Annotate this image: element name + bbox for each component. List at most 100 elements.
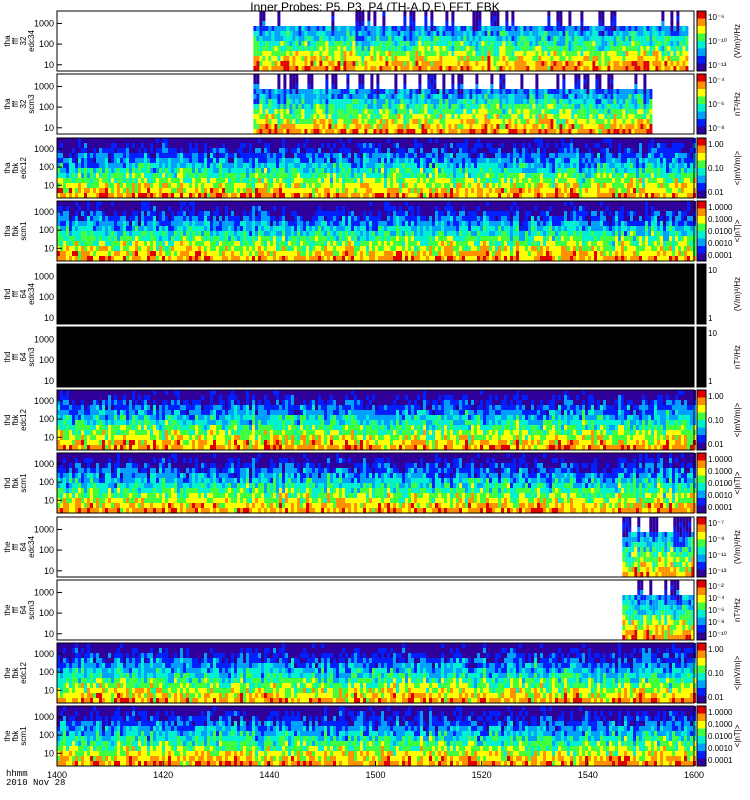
colorbar-tick-label: 1.00	[708, 392, 724, 401]
colorbar-tick-label: 0.1000	[708, 720, 733, 729]
colorbar-unit-label: nT²/Hz	[733, 92, 742, 116]
spectrogram-cells	[57, 643, 696, 703]
colorbar	[697, 201, 706, 262]
colorbar-tick-label: 1	[708, 377, 713, 386]
spectrogram-cells	[57, 706, 696, 766]
x-tick-label: 1500	[365, 770, 385, 780]
colorbar-tick-label: 10⁻⁶	[708, 13, 724, 22]
panel-label-line: scm3	[27, 347, 36, 367]
panel-label-line: edc12	[19, 157, 28, 179]
y-tick-label: 100	[39, 292, 54, 302]
y-tick-label: 10	[44, 243, 54, 253]
colorbar-tick-label: 0.0100	[708, 732, 733, 741]
y-tick-label: 10	[44, 376, 54, 386]
y-tick-label: 10	[44, 432, 54, 442]
colorbar	[697, 390, 706, 451]
y-tick-label: 100	[39, 39, 54, 49]
colorbar-tick-label: 0.0001	[708, 503, 733, 512]
y-tick-label: 10	[44, 685, 54, 695]
colorbar-tick-label: 0.0010	[708, 239, 733, 248]
colorbar-unit-label: <|nT|>	[733, 219, 742, 242]
x-tick-label: 1520	[472, 770, 492, 780]
panel-label-line: scm3	[27, 94, 36, 114]
colorbar	[697, 453, 706, 514]
colorbar-unit-label: <|mV/m|>	[733, 402, 742, 437]
colorbar-tick-label: 10⁻¹¹	[708, 551, 727, 560]
colorbar-tick-label: 10⁻⁶	[708, 606, 724, 615]
panel-label-line: edc12	[19, 409, 28, 431]
panel-label-line: edc34	[27, 30, 36, 52]
panel-label-line: edc34	[27, 536, 36, 558]
spectrogram-cells	[57, 453, 696, 513]
x-tick-label: 1540	[578, 770, 598, 780]
colorbar-tick-label: 1	[708, 314, 713, 323]
colorbar	[697, 74, 706, 135]
colorbar-tick-label: 0.01	[708, 188, 724, 197]
colorbar-tick-label: 10⁻⁸	[708, 124, 725, 133]
panel-background	[57, 580, 694, 640]
colorbar-tick-label: 10⁻¹³	[708, 567, 727, 576]
y-tick-label: 1000	[34, 271, 54, 281]
y-tick-label: 100	[39, 162, 54, 172]
colorbar	[697, 138, 706, 199]
x-tick-label: 1420	[153, 770, 173, 780]
colorbar-black	[697, 327, 706, 387]
spectrogram-cells	[57, 138, 696, 198]
colorbar-tick-label: 0.0010	[708, 491, 733, 500]
colorbar-tick-label: 1.0000	[708, 455, 733, 464]
colorbar-tick-label: 10⁻¹⁰	[708, 37, 727, 46]
y-tick-label: 1000	[34, 712, 54, 722]
panel-label-line: scm1	[19, 726, 28, 746]
colorbar	[697, 580, 706, 641]
spectrogram-black-fill	[57, 327, 694, 387]
colorbar-unit-label: <|nT|>	[733, 471, 742, 494]
footer-date-label: 2010 Nov 28	[6, 779, 65, 788]
colorbar-unit-label: (V/m)²/Hz	[733, 277, 742, 311]
colorbar-tick-label: 10⁻⁹	[708, 535, 725, 544]
y-tick-label: 1000	[34, 587, 54, 597]
y-tick-label: 10	[44, 313, 54, 323]
colorbar-tick-label: 0.0100	[708, 479, 733, 488]
colorbar-tick-label: 10⁻⁴	[708, 594, 725, 603]
panel-label-line: edc12	[19, 662, 28, 684]
colorbar-tick-label: 0.10	[708, 164, 724, 173]
y-tick-label: 1000	[34, 649, 54, 659]
colorbar-tick-label: 0.01	[708, 693, 724, 702]
colorbar-unit-label: (V/m)²/Hz	[733, 24, 742, 58]
y-tick-label: 1000	[34, 18, 54, 28]
y-tick-label: 100	[39, 477, 54, 487]
colorbar-tick-label: 1.0000	[708, 708, 733, 717]
colorbar-tick-label: 1.00	[708, 140, 724, 149]
y-tick-label: 1000	[34, 144, 54, 154]
y-tick-label: 100	[39, 608, 54, 618]
colorbar-tick-label: 0.01	[708, 440, 724, 449]
y-tick-label: 10	[44, 566, 54, 576]
y-tick-label: 100	[39, 545, 54, 555]
colorbar-tick-label: 10	[708, 329, 717, 338]
y-tick-label: 10	[44, 180, 54, 190]
colorbar-unit-label: <|nT|>	[733, 724, 742, 747]
panel-label-line: scm1	[19, 221, 28, 241]
x-tick-label: 1440	[259, 770, 279, 780]
colorbar	[697, 643, 706, 704]
y-tick-label: 1000	[34, 459, 54, 469]
panel-label-line: scm3	[27, 600, 36, 620]
spectrogram-cells	[57, 390, 696, 450]
y-tick-label: 10	[44, 123, 54, 133]
y-tick-label: 10	[44, 629, 54, 639]
colorbar-tick-label: 10⁻⁷	[708, 519, 724, 528]
panel-label-line: edc34	[27, 283, 36, 305]
y-tick-label: 10	[44, 495, 54, 505]
y-tick-label: 100	[39, 414, 54, 424]
colorbar-tick-label: 10⁻¹³	[708, 61, 727, 70]
x-tick-label: 1600	[684, 770, 704, 780]
spectrogram-cells	[57, 201, 696, 261]
y-tick-label: 1000	[34, 524, 54, 534]
panel-background	[57, 517, 694, 577]
colorbar-unit-label: (V/m)²/Hz	[733, 530, 742, 564]
colorbar-tick-label: 0.1000	[708, 215, 733, 224]
colorbar-unit-label: <|mV/m|>	[733, 655, 742, 690]
colorbar-tick-label: 1.0000	[708, 203, 733, 212]
colorbar-tick-label: 1.00	[708, 645, 724, 654]
